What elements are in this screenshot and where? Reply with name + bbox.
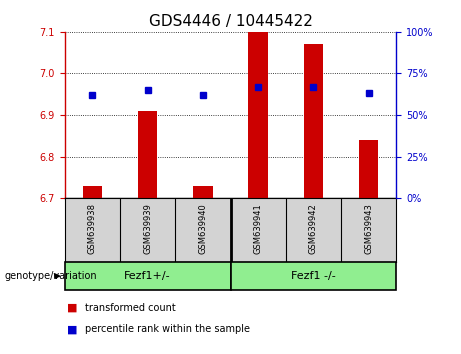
Text: GSM639939: GSM639939 — [143, 203, 152, 254]
Text: genotype/variation: genotype/variation — [5, 271, 97, 281]
Text: ■: ■ — [67, 303, 77, 313]
Text: GSM639942: GSM639942 — [309, 203, 318, 254]
Title: GDS4446 / 10445422: GDS4446 / 10445422 — [148, 14, 313, 29]
Text: GSM639941: GSM639941 — [254, 203, 263, 254]
Text: GSM639938: GSM639938 — [88, 203, 97, 254]
Text: Fezf1 -/-: Fezf1 -/- — [291, 271, 336, 281]
Text: ■: ■ — [67, 324, 77, 334]
Text: Fezf1+/-: Fezf1+/- — [124, 271, 171, 281]
Bar — [248, 32, 268, 198]
Text: transformed count: transformed count — [85, 303, 176, 313]
Text: GSM639940: GSM639940 — [198, 203, 207, 254]
Bar — [83, 186, 102, 198]
Text: percentile rank within the sample: percentile rank within the sample — [85, 324, 250, 334]
Bar — [359, 140, 378, 198]
Bar — [138, 111, 157, 198]
Bar — [65, 262, 230, 290]
Bar — [193, 186, 213, 198]
Bar — [304, 44, 323, 198]
Bar — [230, 262, 396, 290]
Text: GSM639943: GSM639943 — [364, 203, 373, 254]
